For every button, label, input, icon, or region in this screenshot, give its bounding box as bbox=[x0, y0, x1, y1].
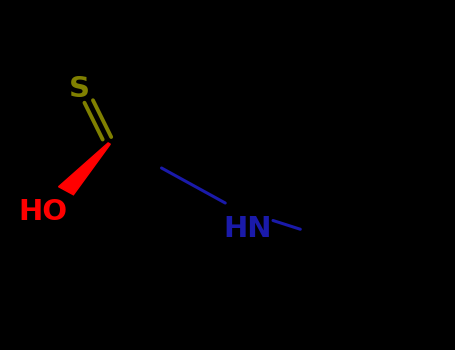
Polygon shape bbox=[59, 143, 110, 195]
Text: HN: HN bbox=[224, 215, 272, 243]
Text: S: S bbox=[69, 75, 90, 103]
Text: HO: HO bbox=[19, 198, 68, 226]
